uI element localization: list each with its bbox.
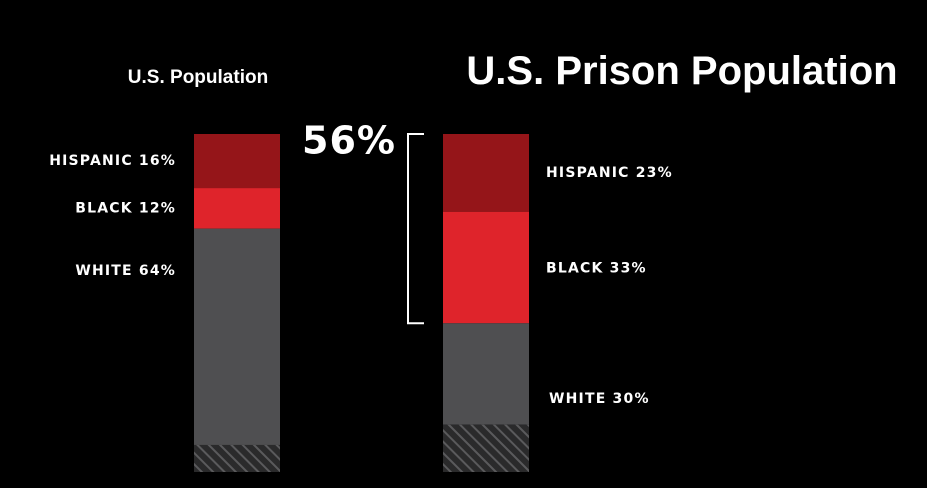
bar-segment-black-us-population [194, 188, 280, 229]
bars-layer: HISPANIC 16% BLACK 12% WHITE 64% HISPANIC 2… [49, 134, 673, 472]
segment-label-hispanic-prison-population: HISPANIC 23% [546, 165, 673, 181]
bar-segment-black-prison-population [443, 211, 529, 324]
segment-label-hispanic-us-population: HISPANIC 16% [49, 153, 176, 169]
bar-segment-other-prison-population [443, 424, 529, 472]
us-prison-population-title: U.S. Prison Population [466, 49, 897, 93]
segment-label-white-us-population: WHITE 64% [75, 263, 176, 279]
bar-segment-white-prison-population [443, 323, 529, 425]
bar-segment-hispanic-prison-population [443, 134, 529, 212]
us-population-title: U.S. Population [128, 67, 268, 88]
bar-segment-white-us-population [194, 228, 280, 445]
segment-label-black-us-population: BLACK 12% [75, 200, 176, 216]
segment-label-white-prison-population: WHITE 30% [549, 391, 650, 407]
bracket-mark [407, 133, 424, 325]
segment-label-black-prison-population: BLACK 33% [546, 261, 647, 277]
bar-segment-hispanic-us-population [194, 134, 280, 189]
bracket-label: 56% [302, 119, 396, 163]
bar-segment-other-us-population [194, 444, 280, 472]
